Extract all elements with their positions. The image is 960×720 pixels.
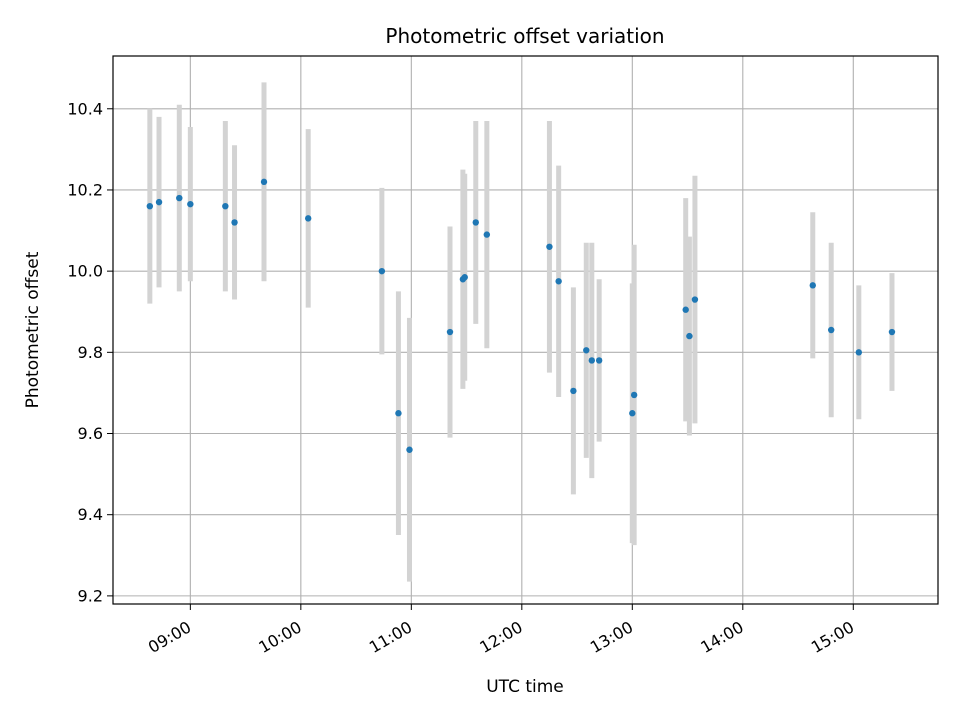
chart-title: Photometric offset variation bbox=[385, 24, 664, 48]
data-point bbox=[446, 328, 454, 336]
data-point bbox=[555, 278, 562, 285]
data-point bbox=[305, 215, 312, 222]
y-tick-label: 10.2 bbox=[67, 180, 103, 199]
data-point bbox=[406, 446, 413, 453]
data-point bbox=[222, 202, 229, 210]
y-tick-label: 9.4 bbox=[78, 505, 103, 524]
data-point bbox=[827, 326, 835, 334]
y-tick-label: 9.2 bbox=[78, 586, 103, 605]
data-point bbox=[583, 347, 590, 354]
data-point bbox=[682, 306, 689, 313]
data-point bbox=[686, 332, 693, 340]
data-point bbox=[809, 282, 816, 289]
y-axis-label: Photometric offset bbox=[23, 251, 43, 408]
data-point bbox=[629, 410, 636, 417]
data-point bbox=[461, 274, 468, 281]
data-point bbox=[260, 178, 268, 186]
data-point bbox=[630, 391, 638, 399]
data-point bbox=[146, 202, 154, 210]
data-point bbox=[570, 387, 577, 395]
data-points bbox=[146, 178, 896, 453]
y-axis-ticks: 9.2 9.4 9.6 9.8 10.0 10.2 10.4 bbox=[67, 99, 113, 605]
data-point bbox=[378, 267, 386, 275]
data-point bbox=[395, 410, 402, 417]
data-point bbox=[472, 219, 479, 226]
data-point bbox=[483, 231, 491, 238]
data-point bbox=[588, 357, 595, 364]
data-point bbox=[691, 296, 699, 303]
y-tick-label: 9.8 bbox=[78, 343, 103, 362]
plot-frame bbox=[112, 55, 939, 605]
data-point bbox=[595, 357, 603, 364]
y-tick-label: 10.0 bbox=[67, 262, 103, 281]
data-point bbox=[855, 349, 863, 356]
data-point bbox=[888, 328, 896, 336]
y-tick-label: 10.4 bbox=[67, 99, 103, 118]
data-point bbox=[176, 194, 183, 202]
data-point bbox=[546, 243, 553, 250]
x-axis-label: UTC time bbox=[486, 677, 564, 697]
data-point bbox=[155, 198, 163, 206]
y-tick-label: 9.6 bbox=[78, 424, 103, 443]
data-point bbox=[231, 219, 238, 226]
data-point bbox=[187, 200, 194, 208]
